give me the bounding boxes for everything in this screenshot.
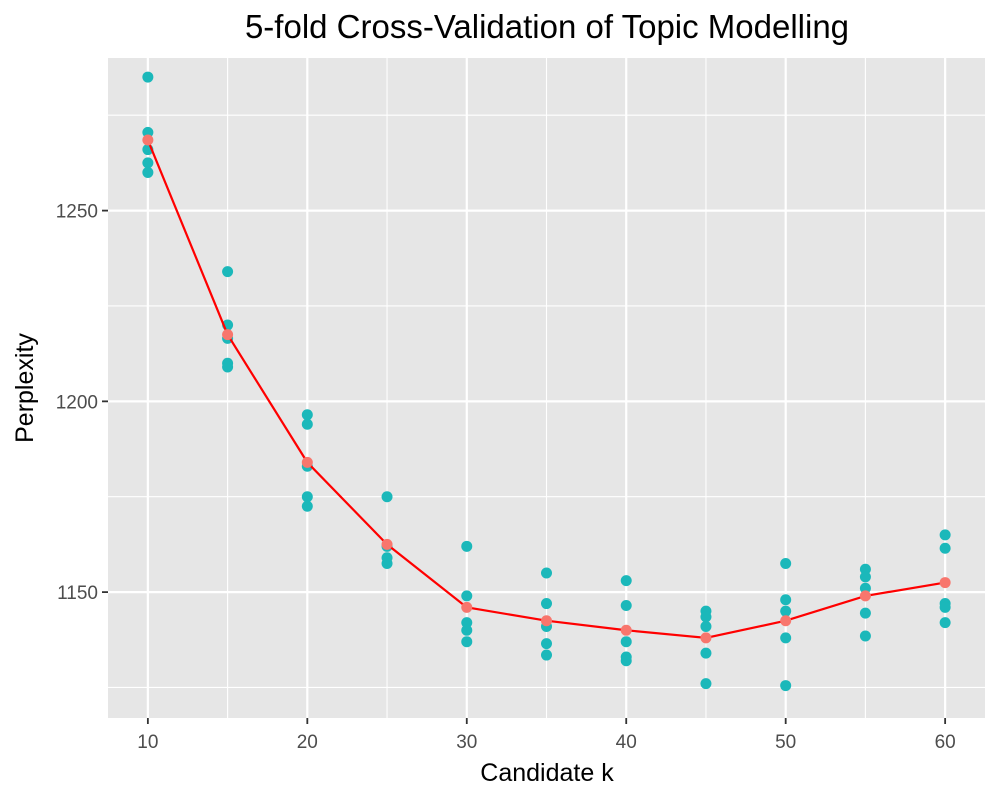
fold-point <box>301 500 313 512</box>
fold-point <box>461 540 473 552</box>
fold-point <box>541 638 552 650</box>
fold-point <box>142 166 154 178</box>
fold-point <box>461 624 473 636</box>
fold-point <box>381 557 393 569</box>
mean-point <box>859 590 871 602</box>
fold-point <box>859 582 871 594</box>
x-tick-label: 20 <box>297 732 318 753</box>
x-tick-label: 10 <box>137 732 158 753</box>
fold-point <box>461 590 473 602</box>
fold-point <box>939 542 951 554</box>
fold-point <box>780 594 792 606</box>
fold-point <box>620 636 632 648</box>
mean-point <box>780 615 792 627</box>
fold-point <box>620 575 632 587</box>
fold-point <box>939 529 951 541</box>
fold-point <box>301 491 313 503</box>
y-tick-label: 1250 <box>56 202 98 223</box>
mean-point <box>381 538 393 550</box>
fold-point <box>142 157 154 169</box>
fold-point <box>461 636 473 648</box>
x-axis: 10 20 30 40 50 60 <box>137 718 956 753</box>
fold-points <box>142 71 951 692</box>
chart-title: 5-fold Cross-Validation of Topic Modelli… <box>245 8 849 45</box>
fold-point <box>780 557 792 569</box>
fold-point <box>222 266 234 278</box>
fold-point <box>620 655 632 667</box>
fold-point <box>700 611 712 623</box>
fold-point <box>780 605 792 617</box>
y-axis: 1150 1200 1250 <box>56 202 108 604</box>
x-axis-title: Candidate k <box>480 759 614 787</box>
mean-point <box>222 329 234 341</box>
mean-point <box>461 601 473 613</box>
fold-point <box>859 607 871 619</box>
y-axis-title: Perplexity <box>11 333 39 443</box>
major-gridlines <box>108 58 985 718</box>
fold-point <box>381 491 393 503</box>
fold-point <box>859 563 871 575</box>
fold-point <box>461 617 473 629</box>
fold-point <box>700 647 712 659</box>
fold-point <box>301 418 313 430</box>
fold-point <box>620 599 632 611</box>
minor-gridlines <box>108 58 985 718</box>
fold-point <box>142 126 154 138</box>
fold-point <box>541 649 552 661</box>
mean-point <box>541 615 552 627</box>
fold-point <box>780 680 792 692</box>
fold-point <box>541 567 552 579</box>
fold-point <box>939 601 951 613</box>
mean-point <box>142 134 154 146</box>
fold-point <box>859 630 871 642</box>
y-tick-label: 1150 <box>57 583 98 604</box>
mean-point <box>620 624 632 636</box>
fold-point <box>700 678 712 690</box>
x-tick-label: 40 <box>616 732 637 753</box>
mean-point <box>939 577 951 589</box>
fold-point <box>541 598 552 610</box>
mean-point <box>700 632 712 644</box>
mean-points <box>142 134 951 644</box>
fold-point <box>142 71 154 83</box>
fold-point <box>222 361 234 373</box>
mean-point <box>301 456 313 468</box>
fold-point <box>301 409 313 421</box>
x-tick-label: 50 <box>775 732 796 753</box>
fold-point <box>859 571 871 583</box>
fold-point <box>780 632 792 644</box>
y-tick-label: 1200 <box>56 392 98 413</box>
x-tick-label: 60 <box>935 732 956 753</box>
fold-point <box>939 617 951 629</box>
fold-point <box>700 620 712 632</box>
x-tick-label: 30 <box>456 732 477 753</box>
